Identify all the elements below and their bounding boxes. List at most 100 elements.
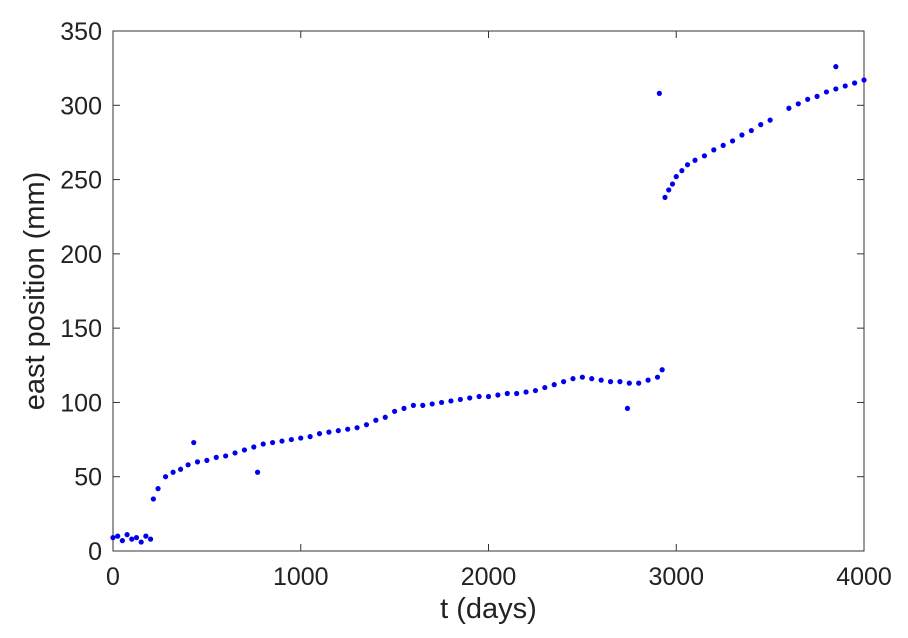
data-point <box>476 393 482 400</box>
data-point <box>570 376 576 382</box>
data-point <box>823 89 830 95</box>
data-point <box>814 93 820 99</box>
data-point <box>711 147 717 153</box>
data-point <box>654 374 661 380</box>
y-tick-label: 200 <box>60 241 102 269</box>
data-point <box>254 469 261 475</box>
data-point <box>542 384 548 391</box>
data-point <box>532 387 539 394</box>
data-point <box>191 439 197 446</box>
data-point <box>185 462 191 468</box>
data-point <box>373 417 379 423</box>
x-tick-label: 0 <box>106 563 120 591</box>
data-point <box>457 396 463 403</box>
data-point <box>410 402 416 408</box>
y-tick-label: 100 <box>60 389 102 417</box>
data-point <box>279 438 285 444</box>
data-point <box>669 181 676 187</box>
data-point <box>138 539 144 545</box>
data-point <box>786 105 792 111</box>
data-point <box>624 405 631 411</box>
data-point <box>170 469 176 475</box>
data-point <box>448 398 454 404</box>
data-point <box>852 80 858 86</box>
data-point <box>150 496 156 502</box>
data-point <box>194 459 201 465</box>
data-point <box>626 380 632 386</box>
data-point <box>143 533 149 539</box>
y-tick-label: 350 <box>60 18 102 46</box>
data-point <box>485 393 492 400</box>
data-point <box>467 395 473 401</box>
data-points <box>110 64 867 545</box>
y-tick-label: 50 <box>74 464 102 492</box>
data-point <box>316 431 323 437</box>
data-point <box>110 535 116 541</box>
data-point <box>392 408 398 414</box>
data-point <box>617 379 623 385</box>
x-axis-label: t (days) <box>440 593 537 625</box>
data-point <box>805 96 811 102</box>
data-point <box>307 434 313 440</box>
data-point <box>645 377 651 383</box>
data-point <box>345 426 351 432</box>
data-point <box>269 439 276 446</box>
data-point <box>607 379 614 385</box>
y-axis-label: east position (mm) <box>19 172 51 411</box>
data-point <box>382 414 388 420</box>
x-tick-label: 2000 <box>461 563 517 591</box>
data-point <box>523 389 529 395</box>
data-point <box>662 194 668 200</box>
data-point <box>504 390 510 397</box>
data-point <box>326 429 332 435</box>
y-tick-label: 0 <box>88 538 102 566</box>
data-point <box>401 405 407 411</box>
data-point <box>589 376 595 382</box>
data-point <box>232 450 238 456</box>
data-point <box>748 127 754 134</box>
data-point <box>155 486 161 492</box>
data-point <box>514 390 520 397</box>
data-point <box>833 86 839 92</box>
y-tick-label: 250 <box>60 167 102 195</box>
data-point <box>551 382 557 388</box>
x-tick-label: 4000 <box>836 563 892 591</box>
data-point <box>659 367 665 373</box>
data-point <box>684 162 691 168</box>
data-point <box>579 374 585 380</box>
data-point <box>115 533 121 539</box>
data-point <box>739 132 745 138</box>
data-point <box>241 447 248 453</box>
data-point <box>354 425 360 431</box>
data-point <box>119 538 125 544</box>
data-point <box>177 466 184 472</box>
data-point <box>729 138 736 144</box>
y-tick-label: 300 <box>60 92 102 120</box>
data-point <box>124 532 130 538</box>
data-point <box>335 428 341 434</box>
x-tick-label: 3000 <box>648 563 704 591</box>
data-point <box>861 77 867 83</box>
data-point <box>298 435 304 441</box>
data-point <box>666 187 672 193</box>
data-point <box>758 122 764 128</box>
data-point <box>692 157 698 163</box>
data-point <box>251 444 257 450</box>
data-point <box>420 402 426 408</box>
data-point <box>133 535 140 541</box>
data-point <box>260 441 266 447</box>
data-point <box>561 379 567 385</box>
data-point <box>363 422 370 428</box>
data-point <box>842 83 848 89</box>
data-point <box>679 168 685 174</box>
y-tick-label: 150 <box>60 315 102 343</box>
data-point <box>701 153 708 159</box>
data-point <box>429 401 435 407</box>
data-point <box>598 377 604 383</box>
data-point <box>147 536 154 542</box>
data-point <box>438 399 445 406</box>
data-point <box>636 380 642 386</box>
data-point <box>795 101 801 107</box>
